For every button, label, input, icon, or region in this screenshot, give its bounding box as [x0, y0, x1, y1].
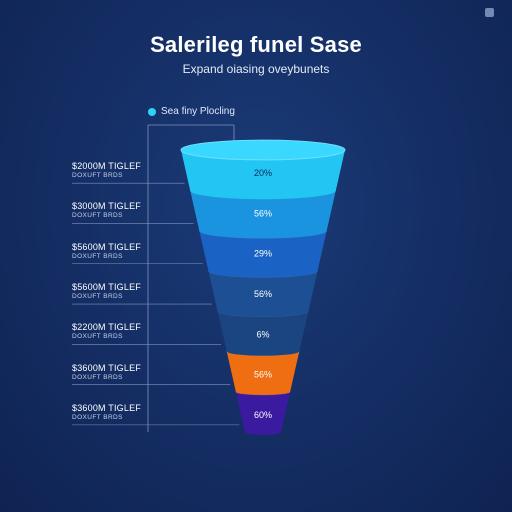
funnel-segment [181, 150, 345, 200]
funnel-segment-label: 6% [256, 329, 269, 339]
row-sub: DOXUFT BRDS [72, 333, 123, 341]
funnel-segment [199, 230, 327, 278]
funnel-segment [226, 351, 300, 395]
shield-icon [485, 8, 494, 17]
row-sub: DOXUFT BRDS [72, 212, 123, 220]
funnel-segment-label: 29% [254, 249, 272, 259]
row-label: $3600M TIGLEF DOXUFT BRDS [72, 402, 152, 422]
legend-label: Sea finy Plocling [161, 106, 235, 117]
row-label: $5600M TIGLEF DOXUFT BRDS [72, 283, 152, 301]
funnel-segment-label: 56% [254, 370, 272, 380]
row-sub: DOXUFT BRDS [72, 373, 123, 381]
row-label: $2000M TIGLEF DOXUFT BRDS [72, 162, 152, 180]
legend: Sea finy Plocling [148, 106, 235, 117]
row-amount: $3600M TIGLEF [72, 362, 141, 373]
funnel-segment [235, 391, 291, 435]
row-amount: $5600M TIGLEF [72, 282, 141, 293]
row-sub: DOXUFT BRDS [72, 252, 123, 260]
row-amount: $3000M TIGLEF [72, 201, 141, 212]
row-sub: DOXUFT BRDS [72, 293, 123, 301]
row-amount: $2000M TIGLEF [72, 161, 141, 172]
row-label: $3000M TIGLEF DOXUFT BRDS [72, 202, 152, 220]
funnel-segment [190, 190, 336, 239]
chart-subtitle: Expand oiasing oveybunets [182, 62, 330, 76]
legend-dot-icon [148, 107, 156, 116]
funnel-segment [208, 270, 318, 317]
row-amount: $2200M TIGLEF [72, 322, 141, 333]
row-amount: $3600M TIGLEF [72, 402, 141, 413]
row-label: $3600M TIGLEF DOXUFT BRDS [72, 362, 152, 382]
funnel-segment-top [180, 139, 346, 161]
row-amount: $5600M TIGLEF [72, 241, 141, 252]
funnel-segment-label: 60% [254, 410, 272, 420]
funnel-segment-label: 56% [254, 289, 272, 299]
chart-title: Salerileg funel Sase [150, 32, 362, 57]
row-label: $5600M TIGLEF DOXUFT BRDS [72, 241, 152, 261]
funnel-segment-label: 56% [254, 208, 272, 218]
row-label: $2200M TIGLEF DOXUFT BRDS [72, 323, 152, 341]
row-sub: DOXUFT BRDS [72, 172, 123, 180]
funnel-segment [217, 311, 309, 356]
funnel-segment-label: 20% [254, 168, 272, 178]
row-sub: DOXUFT BRDS [72, 413, 123, 421]
